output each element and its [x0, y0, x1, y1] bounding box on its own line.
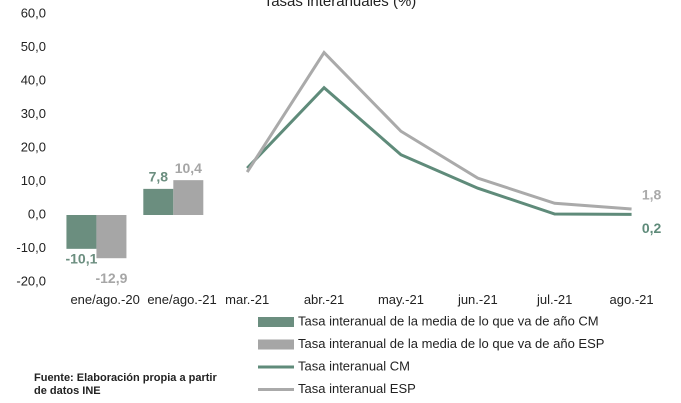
x-tick-label: ago.-21	[609, 292, 654, 307]
legend-label: Tasa interanual ESP	[298, 381, 416, 396]
x-tick-label: ene/ago.-20	[70, 292, 140, 307]
line	[245, 50, 632, 211]
legend-label: Tasa interanual CM	[298, 358, 410, 373]
x-tick-label: abr.-21	[303, 292, 345, 307]
line	[246, 85, 632, 216]
y-tick-label: 0,0	[28, 206, 46, 221]
y-tick-label: 40,0	[21, 72, 46, 87]
bar	[173, 180, 204, 215]
legend-label: Tasa interanual de la media de lo que va…	[298, 313, 599, 328]
bar	[66, 215, 97, 249]
bar	[143, 188, 174, 215]
x-tick-label: mar.-21	[225, 292, 270, 307]
y-tick-label: -10,0	[16, 240, 46, 255]
legend-marker	[258, 339, 294, 350]
y-tick-label: 30,0	[21, 106, 46, 121]
bar	[96, 215, 127, 259]
chart-title: Tasas interanuales (%)	[264, 0, 417, 10]
y-tick-label: 50,0	[21, 39, 46, 54]
x-tick-label: may.-21	[377, 292, 424, 307]
x-tick-label: jul.-21	[536, 292, 573, 307]
legend-marker	[258, 317, 294, 327]
y-tick-label: 20,0	[21, 139, 46, 154]
y-tick-label: -20,0	[16, 273, 46, 288]
data-label: 0,2	[642, 220, 662, 236]
x-tick-label: jun.-21	[457, 292, 498, 307]
data-label: 1,8	[642, 187, 662, 203]
y-tick-label: 60,0	[21, 5, 46, 20]
x-tick-label: ene/ago.-21	[147, 292, 217, 307]
data-label: 10,4	[175, 160, 202, 176]
source-note: Fuente: Elaboración propia a partir de d…	[34, 372, 217, 397]
data-label: -12,9	[95, 270, 127, 286]
data-label: 7,8	[149, 169, 169, 185]
data-label: -10,1	[65, 251, 97, 267]
legend-label: Tasa interanual de la media de lo que va…	[298, 336, 604, 351]
y-tick-label: 10,0	[21, 173, 46, 188]
